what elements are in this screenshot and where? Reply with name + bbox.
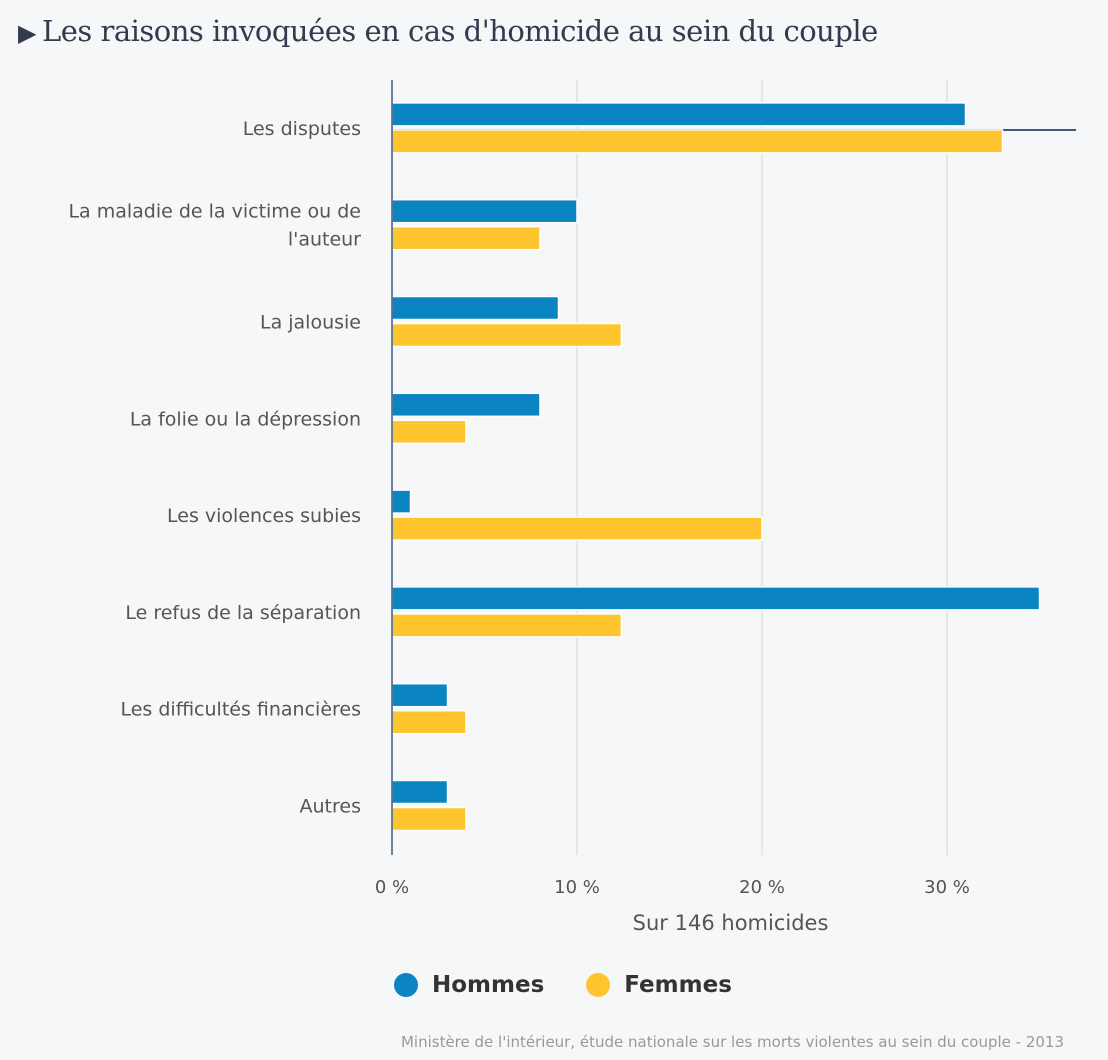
legend-swatch-hommes	[394, 973, 418, 997]
chart-title-text: Les raisons invoquées en cas d'homicide …	[41, 14, 878, 48]
category-label-line: Le refus de la séparation	[125, 602, 361, 624]
category-label: Les disputes	[243, 118, 361, 140]
bar-femmes	[391, 225, 541, 251]
legend-item-femmes[interactable]: Femmes	[586, 972, 732, 998]
bar-chart: 0 % 10 % 20 % 30 % Sur 146 homicides Les disp…	[68, 80, 1076, 935]
legend-label-femmes: Femmes	[624, 972, 732, 998]
bar-hommes	[391, 489, 412, 514]
bar-hommes	[391, 295, 560, 321]
bar-femmes	[391, 613, 623, 638]
legend-label-hommes: Hommes	[432, 972, 545, 998]
bar-femmes	[391, 806, 467, 832]
x-axis-label: Sur 146 homicides	[633, 911, 829, 935]
category-label-line: La jalousie	[260, 312, 361, 334]
bar-femmes	[391, 129, 1004, 154]
bar-femmes	[391, 709, 467, 735]
category-label-line: l'auteur	[288, 229, 361, 251]
legend-swatch-femmes	[586, 973, 611, 997]
category-label: La maladie de la victime ou de l'auteur	[68, 201, 361, 251]
legend: Hommes Femmes	[394, 972, 732, 998]
category-label-line: Autres	[300, 796, 361, 818]
x-tick-label: 20 %	[739, 877, 785, 898]
x-tick-label: 30 %	[924, 877, 970, 898]
bar-hommes	[391, 198, 578, 224]
bar-hommes	[391, 392, 541, 418]
triangle-right-icon: ▶	[18, 19, 36, 47]
category-label: La jalousie	[260, 312, 361, 334]
category-label-line: La folie ou la dépression	[130, 408, 361, 430]
x-tick-label: 0 %	[375, 877, 409, 898]
bar-femmes	[391, 322, 623, 348]
category-label-line: Les disputes	[243, 118, 361, 140]
bar-hommes	[391, 779, 449, 805]
legend-item-hommes[interactable]: Hommes	[394, 972, 544, 998]
category-label-line: Les violences subies	[167, 505, 361, 527]
x-tick-label: 10 %	[554, 877, 600, 898]
category-label-line: La maladie de la victime ou de	[68, 201, 361, 223]
category-label: Les violences subies	[167, 505, 361, 527]
category-label: Les difficultés financières	[120, 699, 361, 721]
bar-hommes	[391, 682, 449, 708]
bar-hommes	[391, 102, 967, 127]
category-label: Le refus de la séparation	[125, 602, 361, 624]
category-label: Autres	[300, 796, 361, 818]
bar-hommes	[391, 586, 1041, 611]
category-label-line: Les difficultés financières	[120, 699, 361, 721]
chart-title: ▶ Les raisons invoquées en cas d'homicide…	[18, 14, 878, 48]
source-credit: Ministère de l'intérieur, étude national…	[400, 1033, 1064, 1051]
category-label: La folie ou la dépression	[130, 408, 361, 430]
bar-femmes	[391, 516, 763, 541]
bar-femmes	[391, 419, 467, 445]
